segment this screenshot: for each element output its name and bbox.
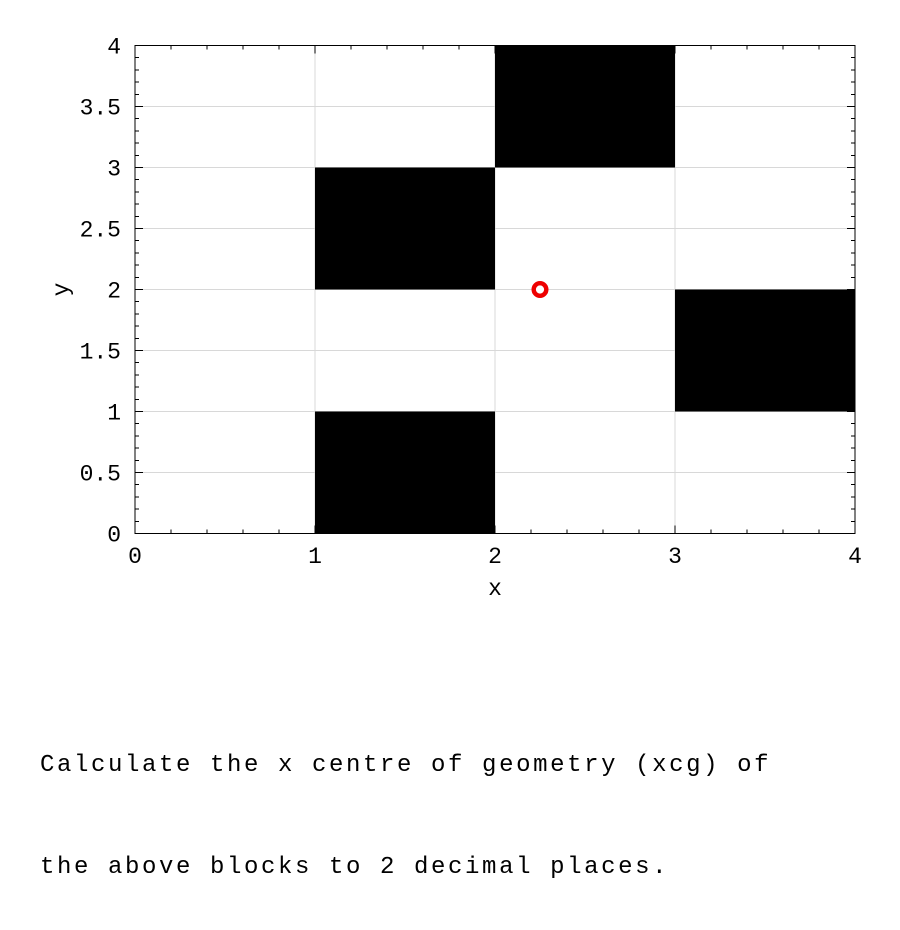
y-tick-label: 4 bbox=[107, 35, 121, 61]
question-text: Calculate the x centre of geometry (xcg)… bbox=[40, 681, 771, 919]
y-tick-label: 3 bbox=[107, 157, 121, 183]
block-rect bbox=[675, 289, 855, 412]
blocks-plot-figure: 0 1 2 3 4 0 0.5 1 1.5 2 2.5 3 3.5 4 x y bbox=[49, 35, 862, 603]
question-line-1: Calculate the x centre of geometry (xcg)… bbox=[40, 752, 772, 779]
x-tick-label: 0 bbox=[128, 544, 142, 570]
y-tick-label: 3.5 bbox=[80, 96, 121, 122]
x-tick-label: 1 bbox=[308, 544, 322, 570]
x-tick-label: 3 bbox=[668, 544, 682, 570]
block-rect bbox=[495, 45, 675, 168]
block-rect bbox=[315, 167, 495, 290]
y-axis-label: y bbox=[49, 282, 75, 296]
centroid-marker bbox=[531, 281, 549, 299]
y-tick-label: 2.5 bbox=[80, 218, 121, 244]
y-tick-label: 0.5 bbox=[80, 462, 121, 488]
question-line-2: the above blocks to 2 decimal places. bbox=[40, 854, 670, 881]
x-tick-label: 4 bbox=[848, 544, 862, 570]
y-tick-label: 1.5 bbox=[80, 340, 121, 366]
axis-frame bbox=[134, 44, 856, 535]
block-rect bbox=[315, 411, 495, 534]
y-tick-label: 2 bbox=[107, 279, 121, 305]
blocks-plot: 0 1 2 3 4 0 0.5 1 1.5 2 2.5 3 3.5 4 x y bbox=[49, 35, 862, 603]
y-tick-label: 1 bbox=[107, 401, 121, 427]
x-tick-label: 2 bbox=[488, 544, 502, 570]
x-axis-label: x bbox=[488, 576, 502, 602]
y-tick-label: 0 bbox=[107, 523, 121, 549]
